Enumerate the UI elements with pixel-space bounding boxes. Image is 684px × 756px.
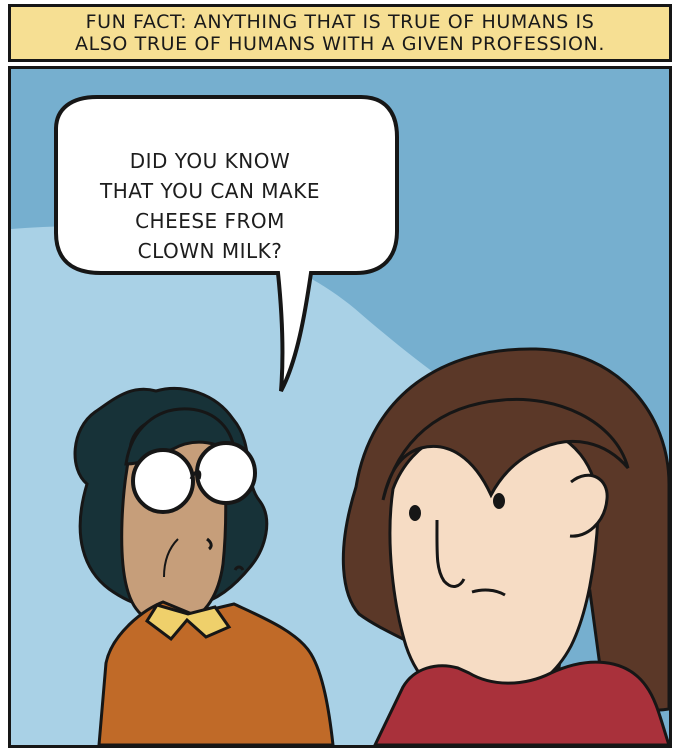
right-character-left-eye xyxy=(409,505,421,521)
caption-box: FUN FACT: ANYTHING THAT IS TRUE OF HUMAN… xyxy=(8,4,672,62)
left-character-nose xyxy=(206,537,213,551)
left-character-glasses-bridge xyxy=(189,470,202,480)
left-character-mouth xyxy=(233,565,245,571)
right-character-shirt xyxy=(373,660,669,745)
left-character-right-lens xyxy=(195,441,257,505)
right-character-ear xyxy=(569,473,609,538)
left-character-jaw-shade xyxy=(163,538,179,578)
comic-scene: DID YOU KNOW THAT YOU CAN MAKE CHEESE FR… xyxy=(8,66,672,748)
left-character-collar xyxy=(144,603,232,642)
right-character-mouth xyxy=(471,588,506,597)
right-character-bangs xyxy=(381,397,630,501)
caption-text: FUN FACT: ANYTHING THAT IS TRUE OF HUMAN… xyxy=(74,11,606,55)
left-character-sweater xyxy=(97,600,335,745)
left-character-left-lens xyxy=(131,448,195,514)
right-character-right-eye xyxy=(493,493,505,509)
speech-bubble-shape xyxy=(54,95,399,392)
scene-illustration xyxy=(11,69,669,745)
speech-bubble-text: DID YOU KNOW THAT YOU CAN MAKE CHEESE FR… xyxy=(100,149,320,263)
right-character-nose xyxy=(435,519,466,588)
